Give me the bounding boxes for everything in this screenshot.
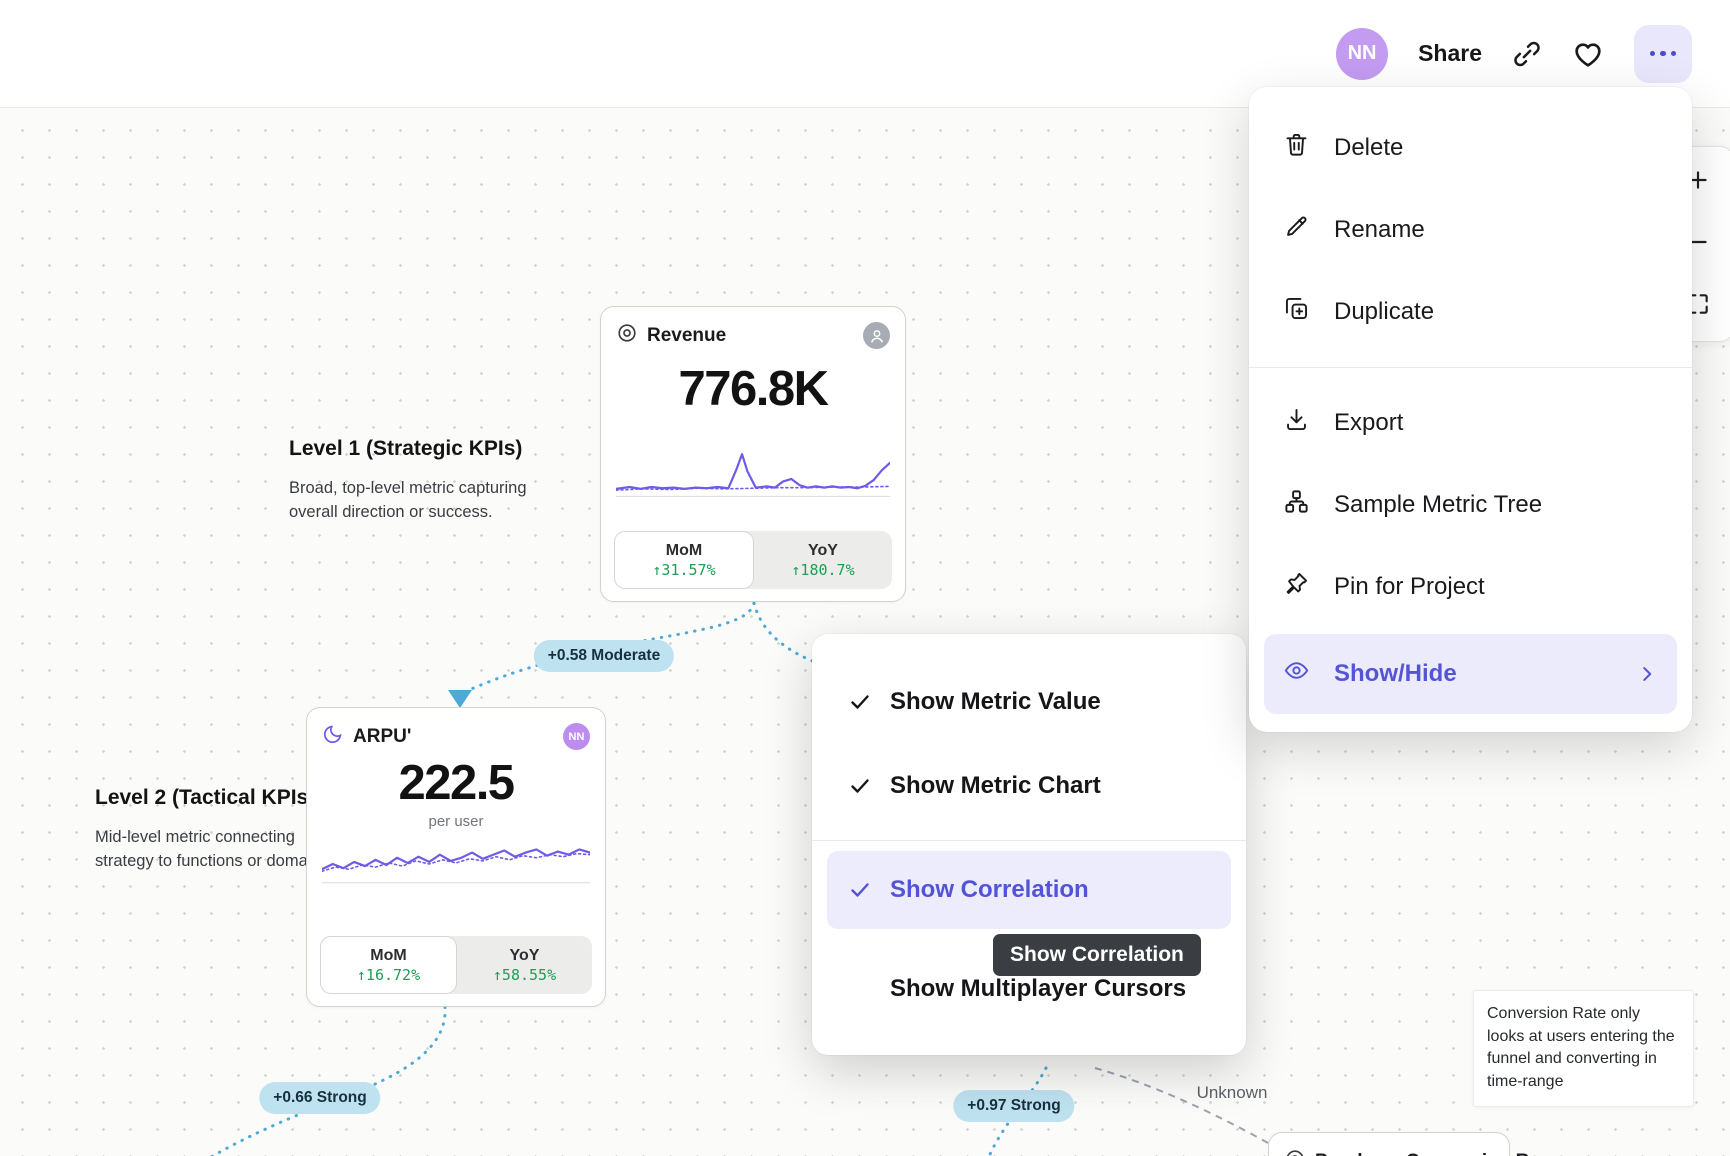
menu-item-sample-metric-tree[interactable]: Sample Metric Tree [1249,464,1692,546]
menu-item-label: Duplicate [1334,298,1435,325]
yoy-label: YoY [808,541,838,559]
eye-icon [1283,657,1310,691]
yoy-value: ↑180.7% [791,560,855,579]
more-options-menu: Delete Rename Duplicate Export Sample Me… [1249,87,1692,732]
submenu-item-show-multiplayer-cursors[interactable]: Show Multiplayer Cursors [812,947,1246,1031]
submenu-item-label: Show Correlation [890,876,1089,903]
menu-item-label: Sample Metric Tree [1334,491,1543,518]
check-icon [848,774,872,798]
metric-value: 222.5 [398,756,515,810]
mom-value: ↑16.72% [356,965,421,984]
card-header: Purchase Conversion R [1269,1133,1529,1156]
heart-icon [1572,38,1604,70]
link-icon [1512,39,1542,69]
correlation-badge: +0.66 Strong [259,1082,381,1114]
metric-card-arpu[interactable]: ARPU' NN 222.5 per user MoM ↑16.72% YoY … [306,707,606,1007]
card-title: ARPU' [353,725,412,747]
copy-link-button[interactable] [1512,39,1542,69]
menu-item-label: Rename [1334,216,1425,243]
trash-icon [1283,131,1310,165]
metric-icon [616,322,638,349]
minus-icon [1685,229,1711,260]
metric-card-purchase-conversion[interactable]: Purchase Conversion R [1268,1132,1529,1156]
mom-segment[interactable]: MoM ↑31.57% [614,531,754,589]
yoy-value: ↑58.55% [492,965,557,984]
menu-divider [812,840,1246,841]
more-dots-icon [1649,50,1656,57]
menu-item-export[interactable]: Export [1249,382,1692,464]
submenu-item-label: Show Metric Chart [890,772,1101,799]
mom-segment[interactable]: MoM ↑16.72% [320,936,457,994]
mom-value: ↑31.57% [652,560,716,579]
plus-icon [1685,167,1711,198]
level1-description[interactable]: Broad, top-level metric capturing overal… [289,479,527,521]
metric-icon [1284,1148,1306,1156]
card-title: Revenue [647,324,727,346]
correlation-unknown-label: Unknown [1196,1083,1268,1102]
chevron-right-icon [1636,663,1658,685]
yoy-label: YoY [509,946,540,964]
yoy-segment[interactable]: YoY ↑58.55% [457,936,592,994]
mom-label: MoM [665,541,703,559]
show-correlation-tooltip: Show Correlation [993,934,1201,976]
download-icon [1283,406,1310,440]
correlation-badge: +0.97 Strong [953,1090,1075,1122]
revenue-sparkline [616,443,890,505]
crescent-icon [322,723,344,750]
zoom-out-button[interactable] [1663,213,1730,275]
collaborator-avatar: NN [563,723,590,750]
menu-item-label: Show/Hide [1334,660,1457,687]
submenu-item-label: Show Metric Value [890,688,1101,715]
menu-divider [1249,367,1692,368]
level1-title[interactable]: Level 1 (Strategic KPIs) [289,437,523,460]
user-avatar[interactable]: NN [1336,27,1389,80]
menu-item-label: Export [1334,409,1404,436]
trend-toggle: MoM ↑31.57% YoY ↑180.7% [614,531,892,589]
pencil-icon [1283,213,1310,247]
card-header: Revenue [601,307,905,349]
yoy-segment[interactable]: YoY ↑180.7% [754,531,892,589]
check-icon [848,878,872,902]
menu-item-duplicate[interactable]: Duplicate [1249,271,1692,353]
arpu-sparkline [322,838,590,890]
card-title: Purchase Conversion R [1315,1151,1529,1156]
pin-icon [1283,570,1310,604]
level2-title[interactable]: Level 2 (Tactical KPIs) [95,786,316,809]
more-dots-icon [1670,50,1677,57]
check-icon [848,690,872,714]
metric-card-revenue[interactable]: Revenue 776.8K MoM ↑31.57% YoY ↑180.7% [600,306,906,602]
more-dots-icon [1660,50,1666,57]
show-hide-submenu: Show Metric Value Show Metric Chart Show… [812,634,1246,1055]
trend-toggle: MoM ↑16.72% YoY ↑58.55% [320,936,592,994]
tree-icon [1283,488,1310,522]
submenu-item-label: Show Multiplayer Cursors [890,975,1187,1002]
level2-description[interactable]: Mid-level metric connecting strategy to … [95,828,334,870]
duplicate-icon [1283,295,1310,329]
correlation-badge: +0.58 Moderate [533,640,675,672]
submenu-item-show-correlation[interactable]: Show Correlation [827,851,1231,929]
menu-item-rename[interactable]: Rename [1249,189,1692,271]
favorite-button[interactable] [1572,38,1604,70]
metric-unit: per user [428,813,484,830]
menu-item-pin-for-project[interactable]: Pin for Project [1249,546,1692,628]
note-card[interactable]: Conversion Rate only looks at users ente… [1473,990,1694,1107]
card-header: ARPU' NN [307,708,605,750]
mom-label: MoM [370,946,407,964]
more-options-button[interactable] [1634,24,1692,83]
submenu-item-show-metric-value[interactable]: Show Metric Value [812,660,1246,744]
menu-item-delete[interactable]: Delete [1249,107,1692,189]
owner-avatar-icon [863,322,890,349]
menu-item-label: Pin for Project [1334,573,1485,600]
share-button[interactable]: Share [1418,40,1482,66]
menu-item-label: Delete [1334,134,1404,161]
submenu-item-show-metric-chart[interactable]: Show Metric Chart [812,744,1246,828]
menu-item-show-hide[interactable]: Show/Hide [1264,634,1677,714]
metric-value: 776.8K [678,362,829,416]
zoom-in-button[interactable] [1663,151,1730,213]
